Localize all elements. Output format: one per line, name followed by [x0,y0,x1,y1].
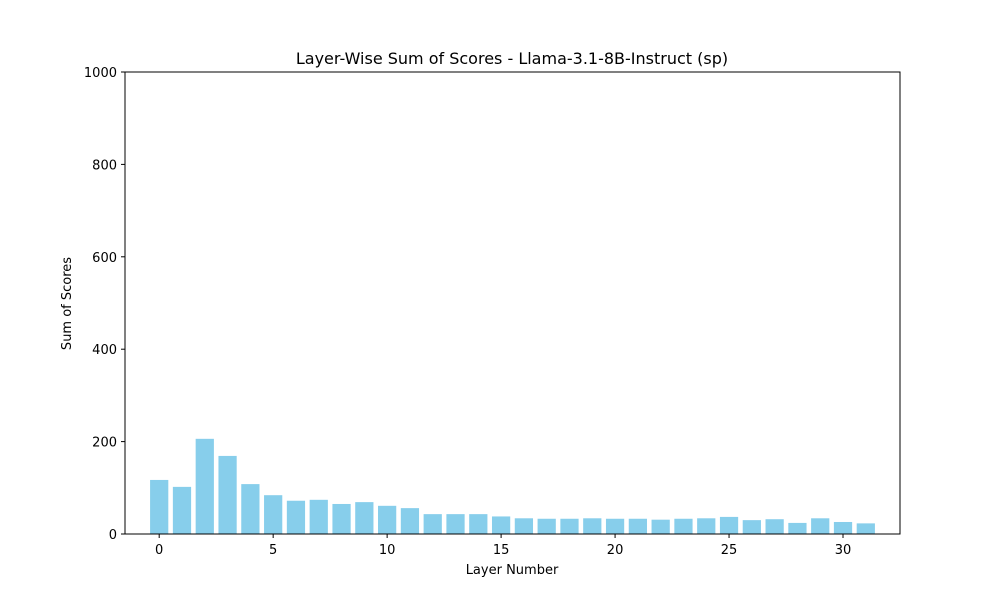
x-tick-label: 10 [379,543,396,558]
x-axis-label: Layer Number [466,563,559,578]
y-tick-label: 400 [92,343,117,358]
x-tick-label: 5 [269,543,277,558]
bars-group [150,438,875,534]
bar-layer-5 [264,495,283,534]
bar-layer-12 [423,514,442,534]
bar-layer-1 [172,486,192,534]
bar-layer-16 [514,518,534,534]
x-tick-label: 25 [721,543,738,558]
y-tick-label: 600 [92,251,117,266]
bar-layer-30 [833,521,853,534]
x-tick-label: 0 [155,543,163,558]
bar-layer-4 [241,484,260,534]
y-tick-label: 1000 [84,66,117,81]
x-tick-label: 20 [607,543,624,558]
bar-layer-21 [628,518,647,534]
bar-layer-20 [605,518,625,534]
chart-title: Layer-Wise Sum of Scores - Llama-3.1-8B-… [296,49,728,68]
bar-layer-24 [697,518,716,534]
y-tick-label: 800 [92,158,117,173]
bar-layer-15 [491,516,511,534]
bar-layer-14 [469,514,488,534]
y-tick-label: 0 [109,528,117,543]
x-tick-label: 30 [835,543,852,558]
y-tick-label: 200 [92,436,117,451]
bar-layer-19 [583,518,602,534]
bar-layer-31 [856,523,875,534]
bar-layer-9 [355,502,374,534]
bar-layer-23 [674,518,693,534]
bar-layer-17 [537,518,556,534]
bar-layer-11 [400,508,420,534]
bar-layer-13 [446,514,465,534]
bar-layer-18 [560,518,579,534]
bar-layer-7 [309,499,328,534]
bar-layer-3 [218,455,237,534]
bar-layer-25 [719,516,739,534]
bar-layer-26 [742,520,761,534]
bar-layer-29 [811,518,830,534]
bar-layer-10 [378,505,397,534]
y-axis-label: Sum of Scores [60,257,75,350]
x-ticks-group: 0 5 10 15 20 25 30 [155,534,851,558]
plot-frame [124,71,901,535]
bar-layer-6 [286,500,306,534]
bar-layer-28 [788,522,807,534]
bar-layer-2 [195,438,214,534]
bar-layer-0 [150,479,169,534]
y-ticks-group: 0 200 400 600 800 1000 [84,66,125,543]
bar-layer-27 [765,519,784,534]
bar-layer-22 [651,519,670,534]
x-tick-label: 15 [493,543,510,558]
bar-layer-8 [332,503,351,534]
